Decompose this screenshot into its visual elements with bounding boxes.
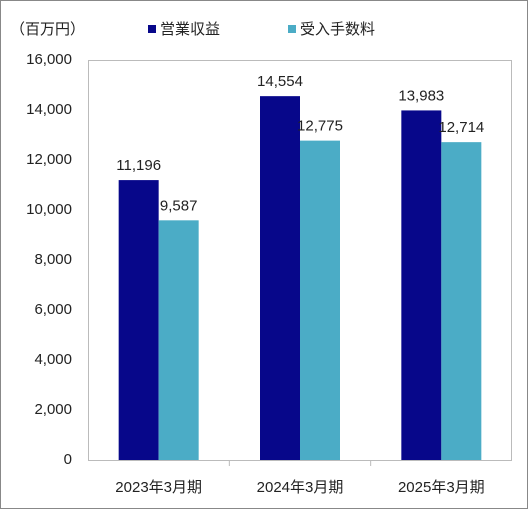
bar: [260, 96, 300, 461]
y-tick-label: 0: [64, 451, 72, 468]
x-tick-label: 2024年3月期: [257, 479, 344, 496]
value-label: 14,554: [257, 73, 303, 90]
x-tick-label: 2023年3月期: [115, 479, 202, 496]
y-tick-label: 2,000: [34, 401, 72, 418]
unit-label: （百万円）: [10, 21, 85, 38]
y-tick-label: 8,000: [34, 251, 72, 268]
legend-label: 営業収益: [160, 21, 220, 38]
bar: [441, 142, 482, 460]
value-label: 11,196: [116, 157, 161, 174]
value-label: 12,714: [438, 119, 484, 136]
bar: [158, 220, 199, 460]
y-tick-label: 16,000: [26, 51, 72, 68]
y-tick-label: 4,000: [34, 351, 72, 368]
legend-swatch: [148, 25, 156, 33]
x-tick-label: 2025年3月期: [398, 479, 485, 496]
legend-swatch: [288, 25, 296, 33]
bar: [401, 110, 442, 461]
y-tick-label: 10,000: [26, 201, 72, 218]
bar: [300, 140, 340, 460]
bar: [118, 180, 159, 460]
y-tick-label: 6,000: [34, 301, 72, 318]
y-tick-label: 12,000: [26, 151, 72, 168]
y-tick-label: 14,000: [26, 101, 72, 118]
value-label: 9,587: [160, 197, 198, 214]
value-label: 12,775: [297, 118, 343, 135]
plot-border: [88, 60, 512, 461]
value-label: 13,983: [398, 87, 444, 104]
legend-label: 受入手数料: [300, 21, 375, 38]
